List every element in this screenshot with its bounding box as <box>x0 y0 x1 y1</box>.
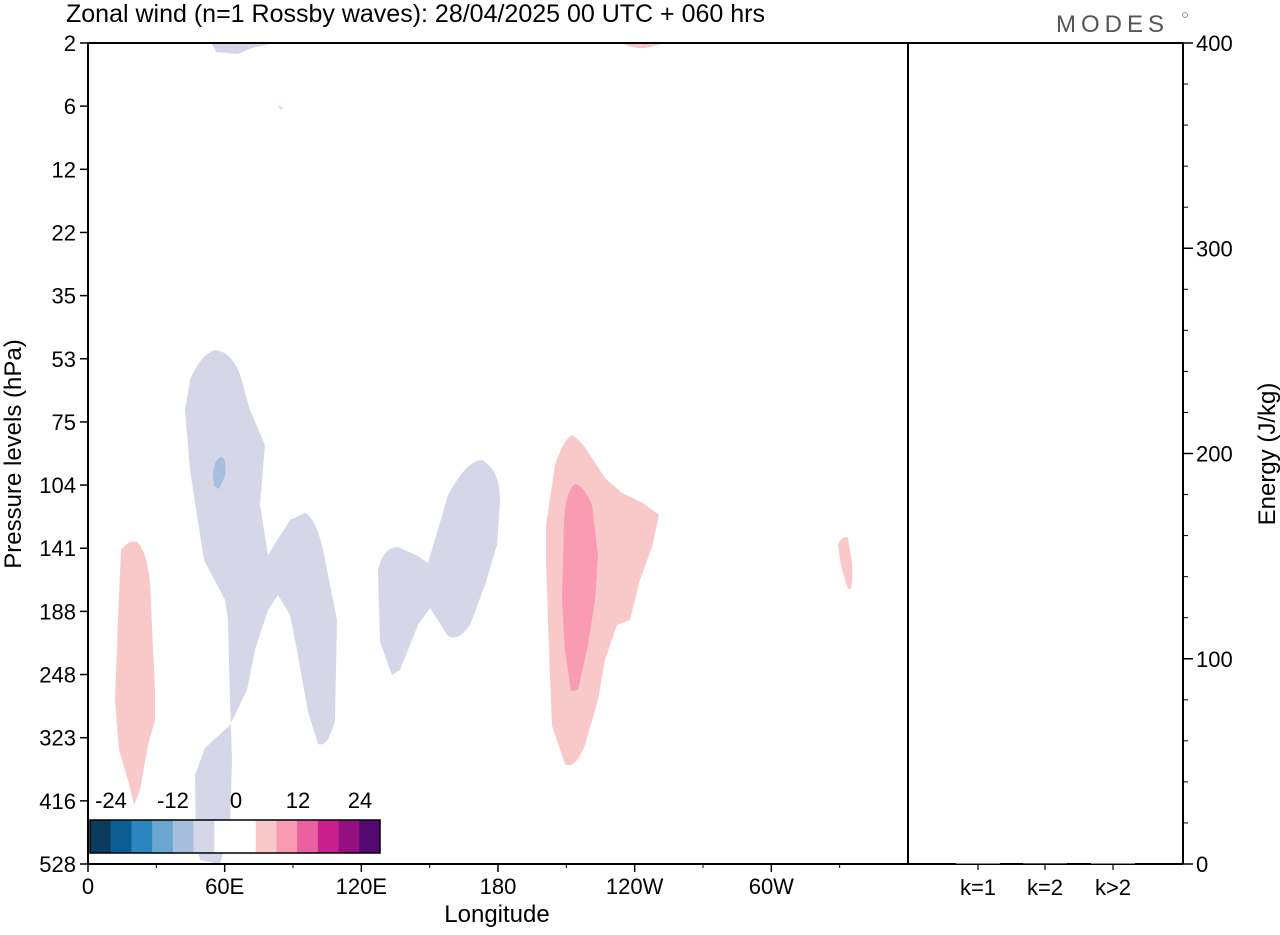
x-tick-label: 60W <box>749 874 794 899</box>
colorbar-swatch <box>193 820 215 853</box>
colorbar-swatch <box>276 820 298 853</box>
colorbar-swatch <box>214 820 236 853</box>
y-tick-label: 22 <box>52 220 76 245</box>
energy-axis-label: Energy (J/kg) <box>1254 383 1280 526</box>
energy-category-label: k>2 <box>1095 875 1131 900</box>
colorbar-label: 0 <box>230 788 242 813</box>
contour-positive-weak <box>623 44 662 49</box>
x-tick-label: 120E <box>336 874 387 899</box>
colorbar-swatch <box>90 820 112 853</box>
contour-positive-weak <box>838 537 853 589</box>
colorbar-frame <box>89 819 381 854</box>
energy-tick-label: 400 <box>1196 31 1233 56</box>
y-tick-label: 141 <box>39 536 76 561</box>
colorbar-swatch <box>152 820 174 853</box>
y-tick-label: 75 <box>52 410 76 435</box>
energy-category-label: k=1 <box>960 875 996 900</box>
logo-registered-mark <box>1182 12 1188 18</box>
colorbar-swatch <box>317 820 340 853</box>
colorbar-label: -24 <box>95 788 127 813</box>
x-tick-label: 180 <box>480 874 517 899</box>
energy-axes: 0 100 200 300 400 k=1 k=2 k>2 <box>908 31 1233 900</box>
contour-negative-weak <box>212 44 270 54</box>
y-tick-label: 416 <box>39 789 76 814</box>
energy-tick-label: 300 <box>1196 236 1233 261</box>
energy-bar-2 <box>1023 863 1067 864</box>
colorbar-label: 12 <box>286 788 310 813</box>
chart-title: Zonal wind (n=1 Rossby waves): 28/04/202… <box>66 0 765 28</box>
y-tick-label: 35 <box>52 284 76 309</box>
energy-category-label: k=2 <box>1027 875 1063 900</box>
y-tick-label: 12 <box>52 157 76 182</box>
x-tick-label: 0 <box>82 874 94 899</box>
x-tick-label: 120W <box>606 874 664 899</box>
contour-positive-moderate <box>562 484 598 691</box>
y-tick-label: 2 <box>64 31 76 56</box>
y-tick-label: 323 <box>39 726 76 751</box>
colorbar-label: 24 <box>348 788 372 813</box>
x-tick-label: 60E <box>205 874 244 899</box>
contour-layer <box>115 44 853 864</box>
energy-tick-label: 200 <box>1196 442 1233 467</box>
y-tick-label: 104 <box>39 473 76 498</box>
contour-positive-weak <box>115 541 155 805</box>
y-tick-label: 248 <box>39 663 76 688</box>
x-axis-label: Longitude <box>444 901 549 928</box>
colorbar-swatch <box>131 820 153 853</box>
y-tick-label: 188 <box>39 599 76 624</box>
contour-negative-moderate <box>213 457 226 489</box>
energy-bar-1 <box>956 862 1000 864</box>
modes-logo: MODES <box>1056 11 1169 38</box>
y-axis-label: Pressure levels (hPa) <box>0 339 27 568</box>
energy-tick-label: 0 <box>1196 852 1208 877</box>
colorbar-swatch <box>172 820 195 853</box>
colorbar-swatch <box>338 820 360 853</box>
colorbar-swatch <box>255 820 277 853</box>
colorbar-swatch <box>359 820 381 853</box>
contour-negative-weak <box>378 460 500 675</box>
colorbar-swatch <box>110 820 132 853</box>
colorbar-label: -12 <box>157 788 189 813</box>
y-tick-label: 528 <box>39 852 76 877</box>
colorbar-swatch <box>297 820 319 853</box>
energy-tick-label: 100 <box>1196 647 1233 672</box>
colorbar-swatch <box>235 820 257 853</box>
contour-positive-weak <box>278 106 283 110</box>
y-tick-label: 6 <box>64 94 76 119</box>
energy-bar-3 <box>1091 862 1135 864</box>
y-tick-label: 53 <box>52 347 76 372</box>
colorbar: -24 -12 0 12 24 <box>89 788 381 854</box>
contour-negative-weak <box>185 350 337 864</box>
